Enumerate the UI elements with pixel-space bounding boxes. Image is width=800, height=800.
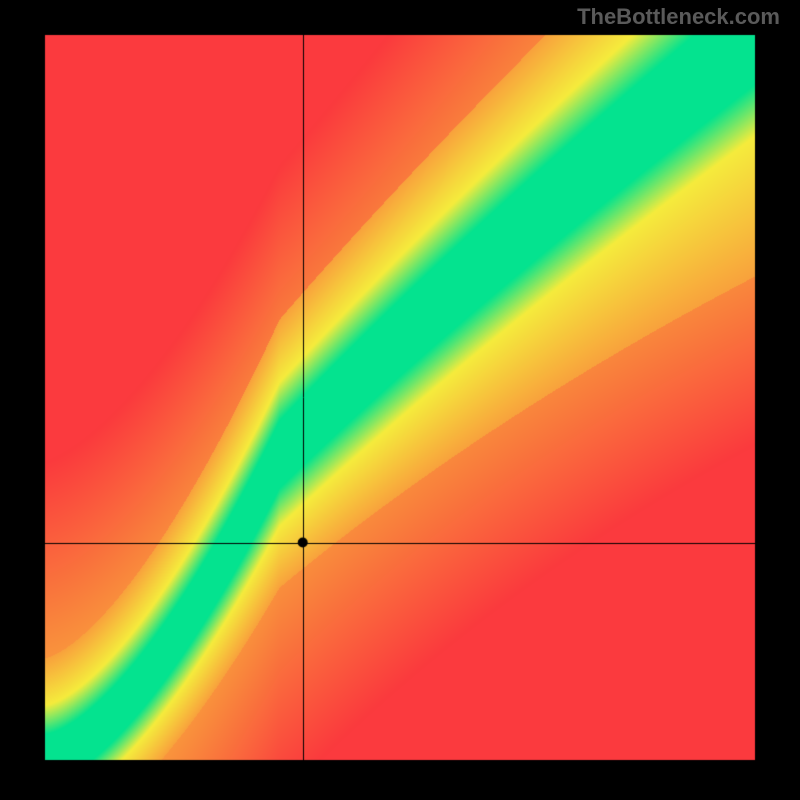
- watermark-text: TheBottleneck.com: [577, 4, 780, 30]
- bottleneck-heatmap: [0, 0, 800, 800]
- chart-container: TheBottleneck.com: [0, 0, 800, 800]
